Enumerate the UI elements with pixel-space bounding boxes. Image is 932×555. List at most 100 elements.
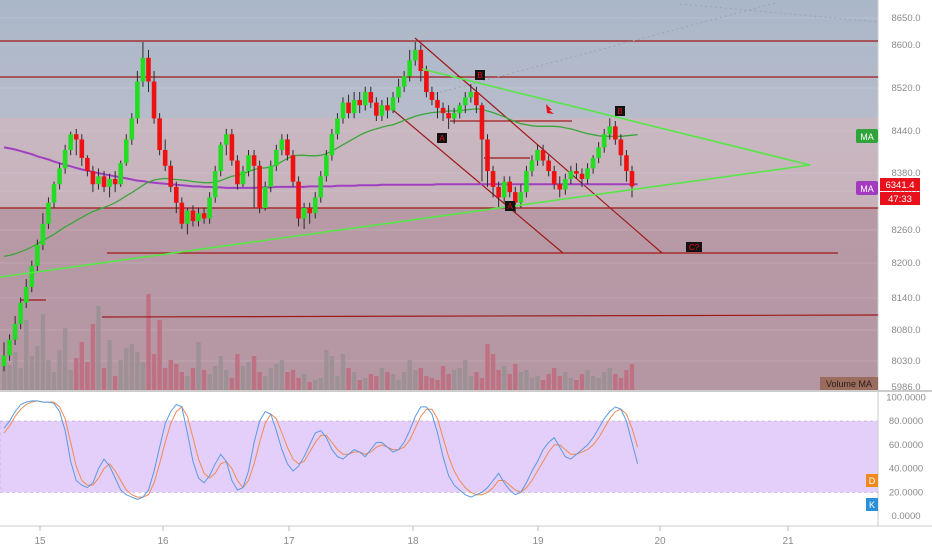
oscillator-tick-label: 0.0000 [891,511,920,522]
volume-bar [162,368,168,390]
candle-body [563,178,568,190]
volume-bar [463,360,468,390]
stoch-k-tag-box [866,498,878,511]
volume-bar [590,376,596,390]
candle-body [546,160,551,172]
candle-body [585,168,590,179]
candle [524,165,529,198]
triangle-upper[interactable] [421,68,811,166]
candle [129,113,135,145]
stoch-k-tag: K [869,500,875,510]
candle [618,134,624,166]
candle-body [251,155,257,166]
candle [18,297,23,330]
candle [57,163,62,190]
candle-body [551,171,557,185]
candle-body [596,147,601,158]
volume-bar [135,352,140,390]
candle-body [385,105,390,111]
candle [62,144,68,174]
volume-bar [524,370,529,390]
volume-bar [207,374,212,390]
volume-bar [229,378,235,390]
candle [568,165,574,185]
label-c-box [686,242,702,252]
volume-bar [301,374,307,390]
candle [362,86,368,111]
candle-body [390,97,396,111]
candle-body [351,99,357,114]
triangle-pattern[interactable] [0,68,811,278]
candle-body [7,339,12,356]
volume-bar [435,380,440,390]
candle-body [112,178,118,185]
candle [118,160,124,187]
oscillator-axis-ticks: 100.0000 80.0000 60.0000 40.0000 20.0000 0.00… [886,392,926,522]
candle [85,155,90,177]
oscillator-tick-label: 100.0000 [886,392,926,403]
candle [535,144,540,166]
label-b1: B [477,71,482,80]
candle-body [218,144,224,172]
volume-bar [585,370,590,390]
ma-tag-green-box [856,129,878,143]
volume-bar [363,378,368,390]
candle-body [618,139,624,156]
label-c-target: C? [689,243,700,252]
candle [179,197,185,230]
volume-bar [407,360,412,390]
candle [212,165,218,203]
candle-body [407,60,412,77]
volume-bar [35,346,40,390]
candle [490,165,496,198]
volume-bar [46,360,51,390]
descending-channel[interactable] [392,37,663,254]
candle [435,92,440,119]
candle-body [185,210,190,224]
candle [335,113,340,140]
volume-bar [440,366,446,390]
lower-level[interactable] [101,314,879,318]
channel-upper[interactable] [414,37,663,254]
volume-bar [335,376,340,390]
candle-body [474,92,479,106]
down-arrow-icon [546,104,554,114]
candle [590,155,596,174]
candle-body [274,150,279,166]
channel-lower[interactable] [392,109,564,254]
volume-bar [1,360,7,390]
candle-body [374,102,379,116]
candle-body [479,105,485,140]
candle-body [624,155,629,172]
candle-body [73,134,79,140]
candle-body [446,113,451,119]
candle-body [123,139,129,164]
candle [251,150,257,208]
volume-bar [374,376,379,390]
candle [529,155,535,177]
volume-bar [496,370,501,390]
candle [390,92,396,114]
candle [296,176,301,227]
volume-tag-box [820,377,878,390]
candle [312,192,318,219]
candle [279,134,285,156]
triangle-lower[interactable] [0,164,811,278]
candle [7,334,12,361]
candle-body [579,173,585,179]
ma-tag-green: MA [860,132,874,142]
candle [96,168,101,190]
candle-body [368,92,374,103]
dotted-trendline-2[interactable] [679,3,879,23]
candle [51,181,57,208]
volume-bar [218,356,223,390]
volume-bar [418,368,424,390]
candle-body [424,70,429,93]
volume-bar [379,368,385,390]
candle-body [173,186,179,203]
countdown-tag: 47:33 [888,194,912,205]
right-tags: MA MA 6341.4 47:33 Volume MA [820,129,920,390]
candle-body [62,150,68,169]
